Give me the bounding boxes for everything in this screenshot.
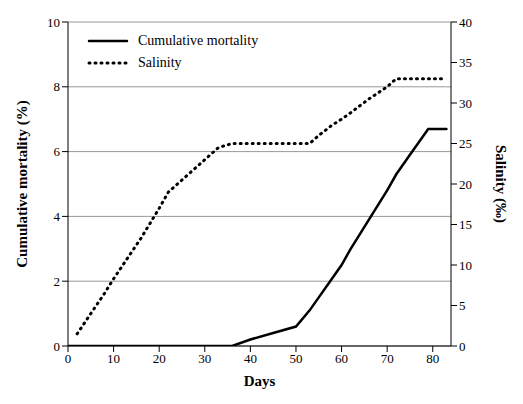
svg-text:50: 50 [289,351,302,366]
html-text:Cumulative mortality: Cumulative mortality [138,33,259,48]
svg-text:Salinity (‰): Salinity (‰) [492,145,509,223]
svg-text:60: 60 [335,351,348,366]
svg-text:30: 30 [198,351,211,366]
svg-text:Days: Days [244,373,276,389]
svg-text:0: 0 [459,339,466,354]
svg-text:20: 20 [459,177,472,192]
svg-text:80: 80 [426,351,439,366]
svg-text:40: 40 [459,15,472,30]
svg-text:30: 30 [459,96,472,111]
svg-text:25: 25 [459,136,472,151]
svg-text:35: 35 [459,55,472,70]
svg-text:5: 5 [459,298,466,313]
svg-text:0: 0 [54,339,61,354]
svg-text:0: 0 [65,351,72,366]
svg-text:10: 10 [459,258,472,273]
svg-text:Cumulative mortality (%): Cumulative mortality (%) [14,100,31,267]
svg-text:10: 10 [47,15,60,30]
svg-text:6: 6 [54,144,61,159]
svg-text:8: 8 [54,79,61,94]
html-text:Salinity: Salinity [138,55,182,70]
svg-text:10: 10 [107,351,120,366]
svg-text:15: 15 [459,217,472,232]
svg-text:20: 20 [153,351,166,366]
svg-text:4: 4 [54,209,61,224]
svg-text:70: 70 [381,351,394,366]
svg-text:2: 2 [54,274,61,289]
svg-text:40: 40 [244,351,257,366]
